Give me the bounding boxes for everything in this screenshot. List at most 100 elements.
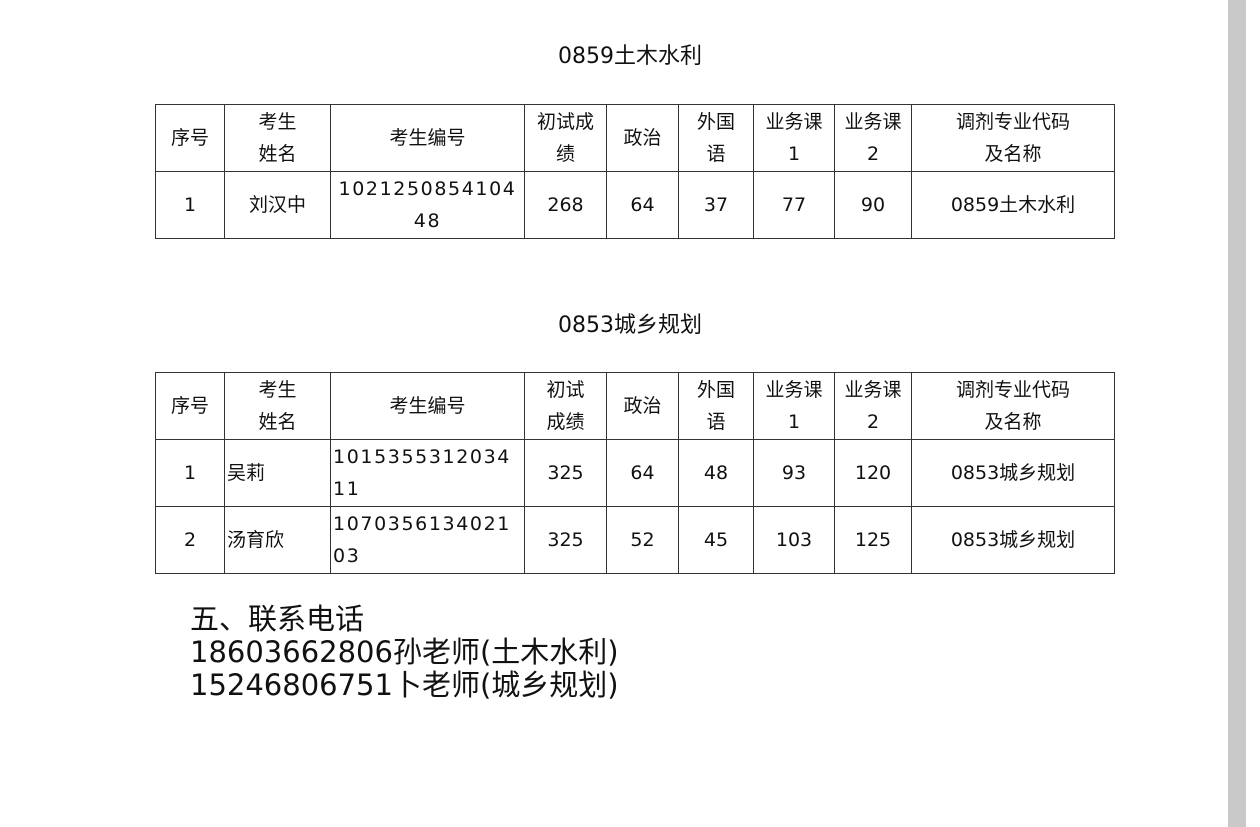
table-row: 1 刘汉中 102125085410448 268 64 37 77 90 0859土木水利 (155, 171, 1115, 239)
table-cell: 52 (606, 506, 679, 574)
header-line: 业务课 (844, 111, 902, 133)
table-cell: 0853城乡规划 (911, 506, 1115, 574)
table-cell: 48 (678, 439, 754, 507)
header-line: 1 (787, 143, 801, 165)
header-line: 2 (866, 143, 880, 165)
header-line: 业务课 (765, 111, 823, 133)
table-cell: 45 (678, 506, 754, 574)
table-cell: 汤育欣 (224, 506, 331, 574)
candidate-id: 102125085410448 (338, 178, 517, 232)
table-cell: 120 (834, 439, 912, 507)
table-cell: 0859土木水利 (911, 171, 1115, 239)
column-header: 业务课 1 (753, 372, 835, 440)
header-line: 2 (866, 411, 880, 433)
cell-value: 64 (630, 462, 655, 484)
cell-value: 2 (183, 529, 197, 551)
cell-value: 325 (547, 462, 584, 484)
column-header: 业务课 2 (834, 104, 912, 172)
table-cell: 103 (753, 506, 835, 574)
column-header: 业务课 1 (753, 104, 835, 172)
cell-value: 90 (860, 194, 886, 216)
column-header: 考生 姓名 (224, 104, 331, 172)
header-line: 考生编号 (389, 395, 466, 417)
column-header: 序号 (155, 104, 225, 172)
table-cell: 107035613402103 (330, 506, 525, 574)
header-line: 及名称 (984, 143, 1042, 165)
cell-value: 0853城乡规划 (950, 462, 1076, 484)
header-line: 业务课 (844, 379, 902, 401)
column-header: 政治 (606, 372, 679, 440)
cell-value: 77 (781, 194, 807, 216)
table-row: 1 吴莉 101535531203411 325 64 48 93 120 0853城乡规划 (155, 439, 1115, 507)
header-line: 姓名 (258, 143, 297, 165)
column-header: 调剂专业代码 及名称 (911, 372, 1115, 440)
column-header: 初试成绩 (524, 372, 607, 440)
header-line: 考生 (258, 379, 297, 401)
table-cell: 102125085410448 (330, 171, 525, 239)
cell-value: 0859土木水利 (950, 194, 1076, 216)
table-cell: 37 (678, 171, 754, 239)
column-header: 序号 (155, 372, 225, 440)
cell-value: 64 (630, 194, 655, 216)
header-line: 语 (706, 411, 726, 433)
header-line: 政治 (623, 127, 662, 149)
header-line: 序号 (170, 127, 209, 149)
cell-value: 325 (547, 529, 584, 551)
contact-line: 18603662806孙老师(土木水利) (190, 635, 619, 669)
table-cell: 90 (834, 171, 912, 239)
table-cell: 268 (524, 171, 607, 239)
cell-value: 1 (183, 194, 197, 216)
header-line: 考生编号 (389, 127, 466, 149)
header-line: 外国 (696, 111, 735, 133)
cell-value: 120 (854, 462, 892, 484)
column-header: 外国语 (678, 372, 754, 440)
column-header: 初试成绩 (524, 104, 607, 172)
cell-value: 125 (854, 529, 892, 551)
candidate-id: 101535531203411 (333, 446, 511, 500)
contact-section: 五、联系电话 18603662806孙老师(土木水利) 15246806751卜… (190, 603, 619, 702)
header-line: 姓名 (258, 411, 297, 433)
header-line: 成绩 (546, 411, 585, 433)
cell-value: 103 (775, 529, 813, 551)
table-cell: 93 (753, 439, 835, 507)
header-line: 业务课 (765, 379, 823, 401)
table-cell: 吴莉 (224, 439, 331, 507)
column-header: 考生 姓名 (224, 372, 331, 440)
column-header: 政治 (606, 104, 679, 172)
table-cell: 64 (606, 171, 679, 239)
table-cell: 2 (155, 506, 225, 574)
cell-value: 刘汉中 (248, 194, 306, 216)
table-planning: 序号 考生 姓名 考生编号 初试 成绩 政治 外国语业务课 1 业务课 2 调剂专业代码 及名称 1 吴莉 1… (155, 372, 1115, 574)
header-line: 初试成 (536, 111, 594, 133)
cell-value: 52 (630, 529, 655, 551)
header-line: 外国 (696, 379, 735, 401)
table-cell: 1 (155, 439, 225, 507)
cell-value: 1 (183, 462, 197, 484)
cell-value: 吴莉 (227, 462, 266, 484)
header-line: 政治 (623, 395, 662, 417)
contact-line: 15246806751卜老师(城乡规划) (190, 668, 619, 702)
column-header: 调剂专业代码 及名称 (911, 104, 1115, 172)
table-civil: 序号 考生 姓名 考生编号 初试成绩政治 外国语业务课 1 业务课 2 调剂专业代码 及名称 1 刘汉中… (155, 104, 1115, 239)
header-line: 绩 (555, 143, 575, 165)
cell-value: 汤育欣 (227, 529, 285, 551)
scrollbar[interactable] (1228, 0, 1246, 827)
column-header: 业务课 2 (834, 372, 912, 440)
header-line: 序号 (170, 395, 209, 417)
cell-value: 48 (703, 462, 729, 484)
header-line: 调剂专业代码 (955, 111, 1070, 133)
table-title-planning: 0853城乡规划 (558, 313, 702, 338)
cell-value: 0853城乡规划 (950, 529, 1076, 551)
header-line: 1 (787, 411, 801, 433)
header-line: 及名称 (984, 411, 1042, 433)
cell-value: 37 (703, 194, 729, 216)
header-line: 调剂专业代码 (955, 379, 1070, 401)
table-cell: 101535531203411 (330, 439, 525, 507)
table-cell: 64 (606, 439, 679, 507)
table-cell: 77 (753, 171, 835, 239)
cell-value: 45 (703, 529, 729, 551)
header-line: 语 (706, 143, 726, 165)
table-cell: 1 (155, 171, 225, 239)
candidate-id: 107035613402103 (333, 513, 511, 567)
